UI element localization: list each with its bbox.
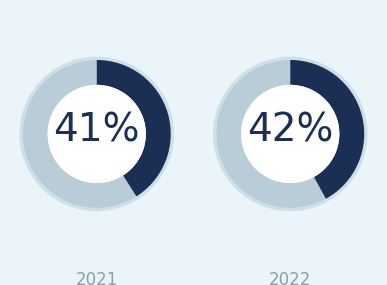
Text: 41%: 41% <box>53 112 140 150</box>
Circle shape <box>241 85 339 183</box>
Text: 2021: 2021 <box>75 271 118 285</box>
Circle shape <box>48 85 146 183</box>
Circle shape <box>23 60 171 208</box>
Circle shape <box>213 57 368 211</box>
Circle shape <box>19 57 174 211</box>
Wedge shape <box>290 60 364 199</box>
Text: 42%: 42% <box>247 112 334 150</box>
Text: 2022: 2022 <box>269 271 312 285</box>
Wedge shape <box>216 60 326 208</box>
Wedge shape <box>23 60 136 208</box>
Wedge shape <box>97 60 171 196</box>
Circle shape <box>216 60 364 208</box>
